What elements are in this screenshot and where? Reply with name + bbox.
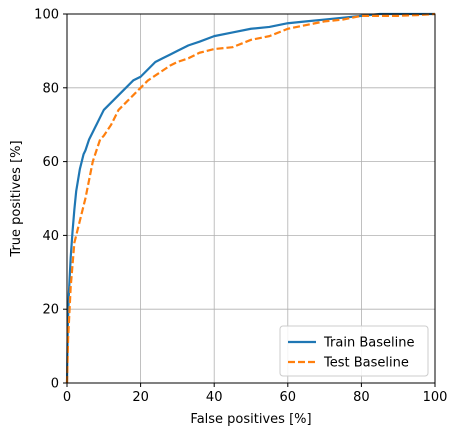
x-tick-label-100: 100 <box>423 390 448 405</box>
y-axis-label: True positives [%] <box>9 140 24 257</box>
axis-ticks: 0 20 40 60 80 100 0 20 40 60 80 100 <box>34 8 447 406</box>
series-lines <box>65 12 436 384</box>
y-tick-label-20: 20 <box>42 303 59 318</box>
legend: Train Baseline Test Baseline <box>279 325 429 377</box>
x-tick-label-40: 40 <box>206 390 223 405</box>
x-tick-label-80: 80 <box>353 390 370 405</box>
x-tick-label-20: 20 <box>132 390 149 405</box>
series-line-1 <box>65 12 436 384</box>
plot-frame <box>66 13 436 384</box>
legend-label-1: Test Baseline <box>323 356 409 371</box>
x-tick-label-0: 0 <box>63 390 71 405</box>
y-tick-label-60: 60 <box>42 155 59 170</box>
series-line-0 <box>65 12 435 384</box>
y-tick-label-0: 0 <box>51 377 59 392</box>
x-axis-label: False positives [%] <box>190 412 311 427</box>
legend-label-0: Train Baseline <box>323 336 414 351</box>
y-tick-label-40: 40 <box>42 229 59 244</box>
legend-box <box>279 325 429 377</box>
x-tick-label-60: 60 <box>280 390 297 405</box>
y-tick-label-80: 80 <box>42 81 59 96</box>
y-tick-label-100: 100 <box>34 8 59 23</box>
